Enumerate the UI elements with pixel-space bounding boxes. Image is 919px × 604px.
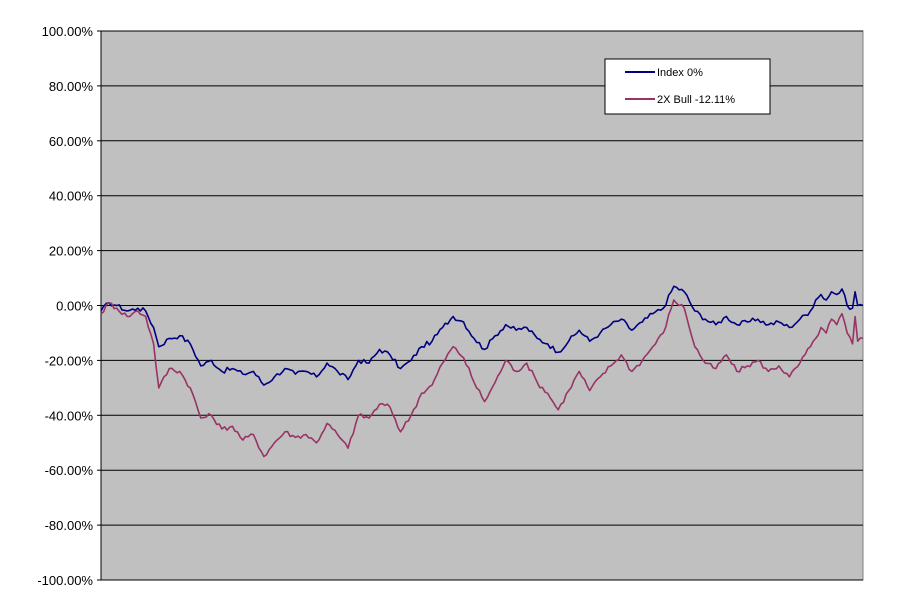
y-tick-label: 60.00% — [49, 134, 94, 149]
series-layer — [100, 285, 864, 458]
y-tick-label: -20.00% — [45, 353, 94, 368]
y-tick-label: 100.00% — [42, 24, 94, 39]
legend-box — [604, 58, 771, 115]
y-tick-label: 20.00% — [49, 244, 94, 259]
y-tick-label: -60.00% — [45, 463, 94, 478]
y-tick-label: 40.00% — [49, 189, 94, 204]
y-tick-label: -100.00% — [37, 573, 93, 588]
y-tick-label: 80.00% — [49, 79, 94, 94]
series-line-1 — [100, 285, 864, 386]
legend-label: 2X Bull -12.11% — [657, 94, 735, 106]
y-tick-label: -80.00% — [45, 518, 94, 533]
legend-label: Index 0% — [657, 67, 703, 79]
y-axis: 100.00% 80.00% 60.00% 40.00% 20.00% 0.00% -20.… — [37, 24, 863, 588]
y-tick-label: 0.00% — [56, 299, 93, 314]
gridlines — [101, 30, 863, 581]
y-tick-label: -40.00% — [45, 408, 94, 423]
series-line-2 — [100, 299, 864, 458]
legend: Index 0% 2X Bull -12.11% — [604, 58, 771, 115]
